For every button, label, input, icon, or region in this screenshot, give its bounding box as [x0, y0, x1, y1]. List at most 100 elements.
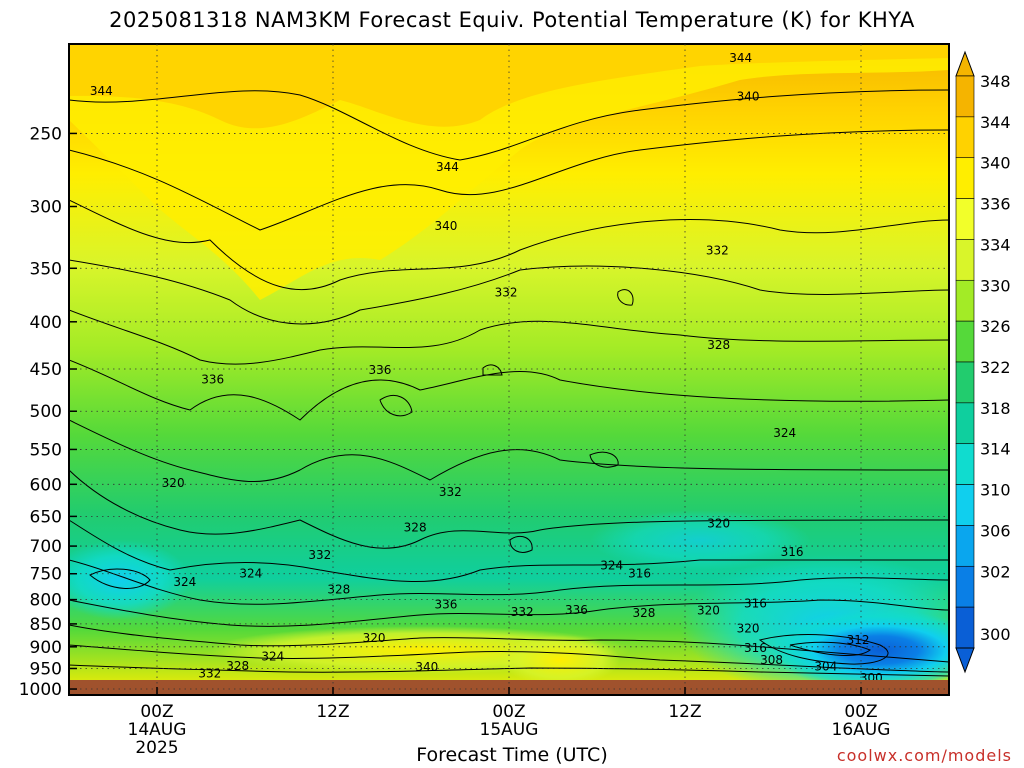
contour-label-text: 324	[773, 426, 796, 440]
contour-label: 316	[628, 567, 651, 581]
contour-label-text: 320	[707, 517, 730, 531]
colorbar-swatch	[955, 606, 975, 649]
contour-label-text: 340	[434, 219, 457, 233]
y-tick-label: 250	[30, 124, 62, 144]
contour-label: 320	[363, 631, 386, 645]
colorbar-top-arrow	[955, 50, 975, 77]
x-tick-label-line2: 14AUG	[128, 720, 187, 740]
contour-label-text: 336	[565, 603, 588, 617]
contour-label-text: 340	[415, 660, 438, 674]
contour-label-text: 324	[173, 575, 196, 589]
contour-label: 328	[707, 338, 730, 352]
colorbar-swatch	[955, 239, 975, 281]
colorbar-tick-label: 334	[980, 235, 1011, 254]
contour-label: 340	[737, 90, 760, 104]
contour-label-text: 316	[628, 567, 651, 581]
contour-label: 336	[368, 363, 391, 377]
colorbar-swatch	[955, 157, 975, 199]
colorbar-tick-label: 322	[980, 358, 1011, 377]
colorbar-tick-label: 318	[980, 399, 1011, 418]
contour-label-text: 332	[308, 548, 331, 562]
contour-label-text: 328	[632, 606, 655, 620]
colorbar-swatch	[955, 443, 975, 485]
colorbar-tick-label: 314	[980, 440, 1011, 459]
x-tick-label-line1: 12Z	[316, 702, 349, 722]
chart-title: 2025081318 NAM3KM Forecast Equiv. Potent…	[109, 8, 915, 32]
colorbar-swatch	[955, 361, 975, 404]
contour-label-text: 336	[368, 363, 391, 377]
colorbar-swatch	[955, 484, 975, 526]
colorbar-tick-label: 344	[980, 113, 1011, 132]
colorbar-tick-label: 348	[980, 72, 1011, 91]
contour-label-text: 324	[600, 559, 623, 573]
x-tick-label-line1: 12Z	[668, 702, 701, 722]
x-tick-label-line1: 00Z	[140, 702, 173, 722]
contour-label: 328	[226, 659, 249, 673]
contour-label: 336	[201, 373, 224, 387]
contour-label: 316	[744, 641, 767, 655]
x-tick-label-line1: 00Z	[844, 702, 877, 722]
contour-label: 340	[415, 660, 438, 674]
contour-label: 344	[436, 160, 459, 174]
contour-label-text: 332	[198, 667, 221, 681]
colorbar-bottom-arrow	[955, 647, 975, 674]
contour-label-text: 308	[760, 653, 783, 667]
contour-label: 304	[814, 659, 837, 673]
colorbar-tick-label: 340	[980, 154, 1011, 173]
y-tick-label: 950	[30, 659, 62, 679]
contour-label: 312	[847, 633, 870, 647]
contour-label: 320	[697, 603, 720, 617]
contour-label-text: 320	[737, 622, 760, 636]
colorbar: 348 344 340 336 334 330 326 322 318 314 310 306 302 3…	[955, 50, 1011, 674]
y-tick-label: 700	[30, 537, 62, 557]
colorbar-tick-label: 326	[980, 317, 1011, 336]
colorbar-swatch	[955, 75, 975, 118]
y-tick-label: 400	[30, 313, 62, 333]
contour-label-text: 336	[201, 373, 224, 387]
y-tick-label: 300	[30, 198, 62, 218]
x-axis-title: Forecast Time (UTC)	[416, 744, 608, 766]
colorbar-tick-label: 336	[980, 195, 1011, 214]
contour-label-text: 328	[327, 582, 350, 596]
contour-label: 332	[439, 485, 462, 499]
contour-label-text: 332	[706, 244, 729, 258]
contour-label-text: 320	[162, 476, 185, 490]
contour-label-text: 344	[729, 51, 752, 65]
colorbar-swatch	[955, 525, 975, 567]
contour-label: 316	[744, 597, 767, 611]
contour-label-text: 336	[434, 598, 457, 612]
contour-label: 324	[773, 426, 796, 440]
colorbar-swatch	[955, 116, 975, 159]
contour-label: 324	[261, 649, 284, 663]
colorbar-tick-label: 310	[980, 481, 1011, 500]
contour-label: 336	[565, 603, 588, 617]
contour-label-text: 320	[697, 603, 720, 617]
contour-label-text: 332	[439, 485, 462, 499]
y-tick-label: 600	[30, 475, 62, 495]
colorbar-swatch	[955, 198, 975, 240]
contour-label-text: 316	[781, 545, 804, 559]
contour-label-text: 344	[90, 84, 113, 98]
y-tick-label: 450	[30, 360, 62, 380]
colorbar-tick-label: 302	[980, 562, 1011, 581]
y-tick-label: 900	[30, 638, 62, 658]
colorbar-swatch	[955, 565, 975, 608]
credit-link[interactable]: coolwx.com/models	[836, 746, 1012, 765]
contour-label: 320	[707, 517, 730, 531]
y-tick-label: 750	[30, 565, 62, 585]
contour-label: 332	[706, 244, 729, 258]
x-tick-label-line2: 15AUG	[480, 720, 539, 740]
contour-label: 344	[90, 84, 113, 98]
y-tick-label: 800	[30, 591, 62, 611]
contour-label-text: 332	[511, 605, 534, 619]
contour-label: 316	[781, 545, 804, 559]
y-tick-label: 1000	[19, 680, 62, 700]
contour-label-text: 328	[707, 338, 730, 352]
x-tick-label-line3: 2025	[135, 738, 178, 758]
contour-label-text: 312	[847, 633, 870, 647]
contour-label-text: 328	[226, 659, 249, 673]
contour-label: 332	[495, 286, 518, 300]
contour-label: 328	[404, 520, 427, 534]
contour-label: 336	[434, 598, 457, 612]
